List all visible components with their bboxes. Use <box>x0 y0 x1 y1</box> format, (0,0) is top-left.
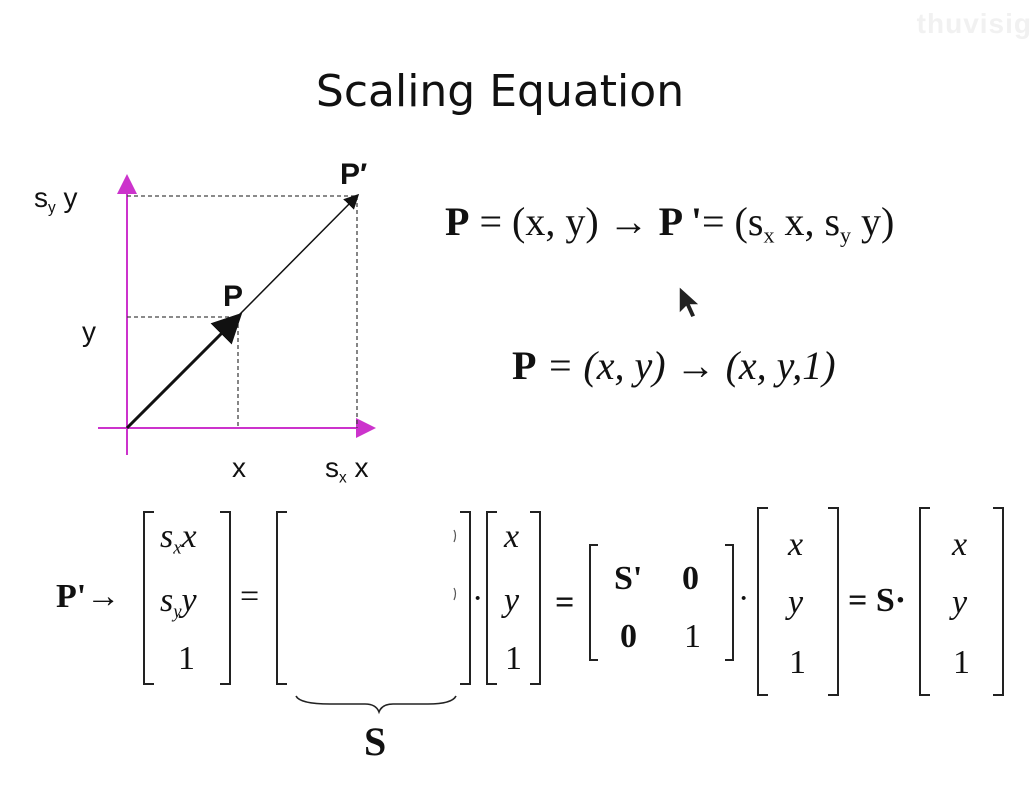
point-p-prime-label: P′ <box>340 158 368 191</box>
vector-p <box>125 312 243 430</box>
point-p-label: P <box>223 280 244 313</box>
bracket-block-left <box>589 544 598 661</box>
vec2-entry-3: 1 <box>505 640 522 677</box>
bracket-vec2-right <box>530 511 541 685</box>
bracket-vec2-left <box>486 511 497 685</box>
dot-1: · <box>472 580 484 617</box>
vec4-entry-3: 1 <box>953 644 970 681</box>
label-x: x <box>232 452 246 483</box>
dot-2: · <box>738 580 750 617</box>
equals-s-dot: = S· <box>848 582 907 619</box>
equation-homogeneous: P = (x, y) → (x, y,1) <box>512 343 836 388</box>
vec2-entry-2: y <box>504 582 520 619</box>
matrix-lhs: P'→ <box>56 578 121 615</box>
label-sy-y: sy y <box>34 182 78 217</box>
label-sx-x: sx x <box>325 452 369 487</box>
vec1-entry-2: syy <box>160 582 197 623</box>
bracket-vec3-left <box>757 507 768 696</box>
block-entry-0-top: 0 <box>682 560 699 597</box>
bracket-vec3-right <box>828 507 839 696</box>
slide-title: Scaling Equation <box>315 66 685 117</box>
mouse-cursor-icon <box>678 284 702 319</box>
bracket-s-right <box>460 511 471 685</box>
block-entry-0-bottom: 0 <box>620 618 637 655</box>
equals-1: = <box>240 578 260 615</box>
bracket-vec1-left <box>143 511 154 685</box>
bracket-vec4-right <box>993 507 1004 696</box>
underbrace-s <box>295 695 457 715</box>
vec4-entry-1: x <box>952 526 968 563</box>
glyph-fragment-1 <box>453 529 457 543</box>
vec3-entry-2: y <box>788 584 804 621</box>
equation-scaling-map: P = (x, y) → P '= (sx x, sy y) <box>445 199 895 248</box>
vec3-entry-1: x <box>788 526 804 563</box>
vec4-entry-2: y <box>952 584 968 621</box>
block-entry-s-prime: S' <box>614 560 643 597</box>
vec1-entry-3: 1 <box>178 640 195 677</box>
vec1-entry-1: sxx <box>160 518 197 559</box>
block-entry-1: 1 <box>684 618 701 655</box>
equals-2: = <box>555 584 575 621</box>
bracket-vec1-right <box>220 511 231 685</box>
glyph-fragment-2 <box>453 587 457 601</box>
label-y: y <box>82 316 96 347</box>
bracket-s-left <box>276 511 287 685</box>
vec3-entry-3: 1 <box>789 644 806 681</box>
bracket-vec4-left <box>919 507 930 696</box>
vec2-entry-1: x <box>504 518 520 555</box>
watermark: thuvisig <box>916 8 1032 39</box>
bracket-block-right <box>725 544 734 661</box>
brace-label-s: S <box>364 719 387 764</box>
